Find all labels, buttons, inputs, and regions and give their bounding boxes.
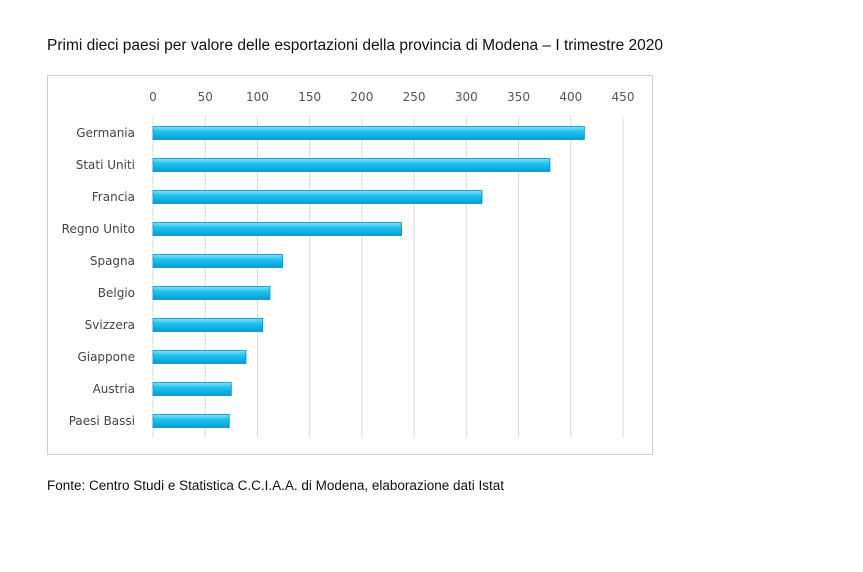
x-tick-label: 50 — [198, 90, 213, 104]
x-tick-label: 300 — [455, 90, 478, 104]
bar-germania — [152, 126, 585, 140]
bar-francia — [152, 190, 483, 204]
source-note: Fonte: Centro Studi e Statistica C.C.I.A… — [47, 478, 504, 493]
x-tick-label: 200 — [350, 90, 373, 104]
category-label: Germania — [76, 126, 135, 140]
bar-giappone — [152, 350, 247, 364]
bar-svizzera — [152, 318, 264, 332]
category-label: Spagna — [90, 254, 135, 268]
bar-austria — [152, 382, 232, 396]
category-label: Austria — [93, 382, 135, 396]
category-label: Paesi Bassi — [69, 414, 135, 428]
x-tick-label: 250 — [403, 90, 426, 104]
x-tick-label: 0 — [149, 90, 157, 104]
x-tick-label: 450 — [612, 90, 635, 104]
bar-stati-uniti — [152, 158, 551, 172]
x-tick-label: 150 — [298, 90, 321, 104]
category-label: Stati Uniti — [76, 158, 135, 172]
bar-regno-unito — [152, 222, 402, 236]
x-tick-label: 400 — [559, 90, 582, 104]
category-label: Regno Unito — [62, 222, 135, 236]
x-tick-label: 100 — [246, 90, 269, 104]
x-tick-label: 350 — [507, 90, 530, 104]
category-label: Giappone — [77, 350, 135, 364]
bar-spagna — [152, 254, 283, 268]
chart-title: Primi dieci paesi per valore delle espor… — [47, 37, 664, 54]
bar-belgio — [152, 286, 271, 300]
category-label: Francia — [92, 190, 135, 204]
category-label: Belgio — [98, 286, 135, 300]
bar-paesi-bassi — [152, 414, 230, 428]
category-label: Svizzera — [85, 318, 135, 332]
